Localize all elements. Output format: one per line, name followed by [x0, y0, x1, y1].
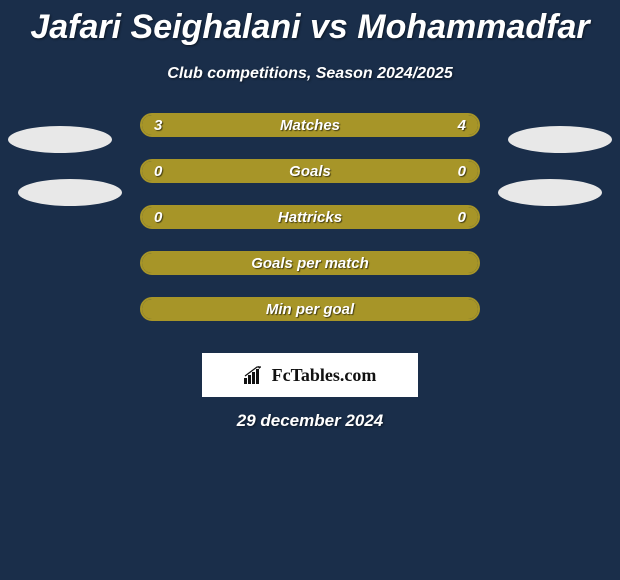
- brand-box[interactable]: FcTables.com: [202, 353, 418, 397]
- brand-text: FcTables.com: [272, 365, 377, 386]
- stat-bar: Min per goal: [140, 297, 480, 321]
- stat-label: Goals: [142, 161, 478, 181]
- stat-bar: 34Matches: [140, 113, 480, 137]
- player-right-avatar-1: [508, 126, 612, 153]
- chart-icon: [244, 366, 266, 384]
- stat-label: Goals per match: [142, 253, 478, 273]
- player-left-avatar-2: [18, 179, 122, 206]
- date-text: 29 december 2024: [0, 411, 620, 431]
- player-left-avatar-1: [8, 126, 112, 153]
- stat-label: Hattricks: [142, 207, 478, 227]
- stat-label: Matches: [142, 115, 478, 135]
- stat-bar: 00Hattricks: [140, 205, 480, 229]
- page-title: Jafari Seighalani vs Mohammadfar: [0, 0, 620, 47]
- subtitle: Club competitions, Season 2024/2025: [0, 65, 620, 83]
- stats-area: 34Matches 00Goals 00Hattricks Goals per mat…: [0, 113, 620, 343]
- stat-bar: Goals per match: [140, 251, 480, 275]
- stat-bar: 00Goals: [140, 159, 480, 183]
- stat-bars-container: 34Matches 00Goals 00Hattricks Goals per mat…: [140, 113, 480, 343]
- player-right-avatar-2: [498, 179, 602, 206]
- stat-label: Min per goal: [142, 299, 478, 319]
